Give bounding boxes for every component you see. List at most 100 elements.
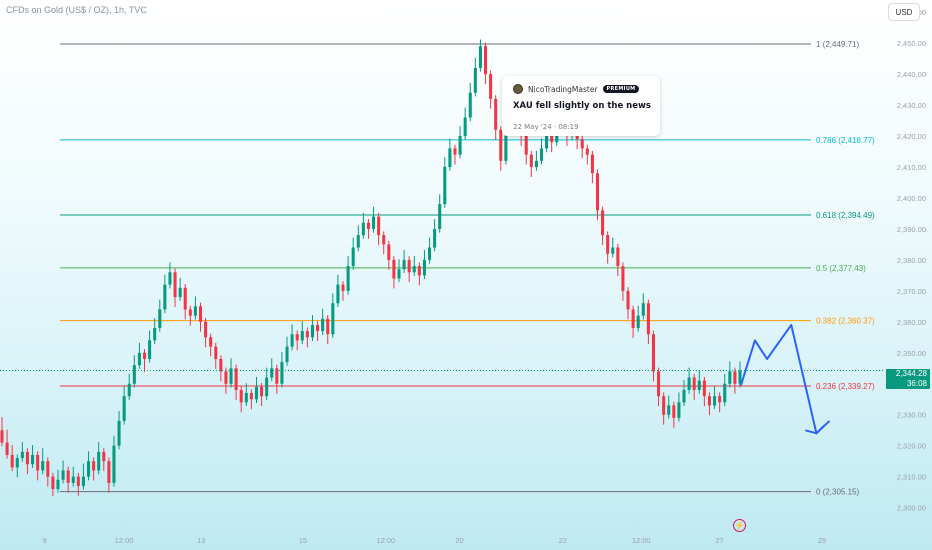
idea-card[interactable]: NicoTradingMaster PREMIUM XAU fell sligh… [502,76,660,136]
candle-body [204,321,208,338]
fib-level-label: 0 (2,305.15) [816,488,859,497]
price-axis[interactable]: 2,460.002,450.002,440.002,430.002,420.00… [897,8,926,512]
candle-body [153,328,157,341]
candle-body [662,396,666,415]
candle-body [36,454,40,471]
x-tick-label: 29 [818,536,826,545]
candle-body [723,383,727,403]
candle-body [677,402,681,418]
candle-body [224,371,228,384]
candle-body [463,117,467,137]
time-axis[interactable]: 9 12:00 13 15 12:00 20 22 12:00 27 29 [43,536,827,545]
candle-body [76,476,80,486]
candle-body [254,386,259,400]
candle-body [580,139,584,149]
candle-body [407,259,411,273]
candle-body [636,315,640,329]
candle-body [341,284,345,291]
candle-body [707,396,711,406]
y-tick-label: 2,380.00 [897,256,926,265]
candle-body [550,136,554,143]
candle-body [397,269,401,279]
candle-body [158,309,162,329]
candle-body [346,266,350,291]
candlestick-series [0,39,742,496]
x-tick-label: 22 [559,536,567,545]
y-tick-label: 2,360.00 [897,318,926,327]
candle-body [631,309,635,329]
candle-body [417,266,421,276]
candle-body [188,309,192,316]
candle-body [61,470,65,480]
x-tick-label: 12:00 [376,536,395,545]
fibonacci-retracement: 1 (2,449.71) 0.786 (2,418.77) 0.618 (2,394… [60,40,875,497]
candle-body [657,371,661,397]
candle-body [606,235,610,254]
fib-level-label: 1 (2,449.71) [816,40,859,49]
candle-body [697,380,701,390]
candle-body [244,393,248,403]
candle-body [443,167,447,205]
candle-body [0,430,4,443]
candle-body [504,123,508,161]
candle-body [15,458,19,468]
candle-body [524,136,528,155]
candle-body [738,370,742,384]
currency-button[interactable]: USD [888,3,920,21]
candle-body [20,451,24,459]
candle-body [651,334,656,372]
candle-body [219,358,223,372]
x-tick-label: 12:00 [632,536,651,545]
candle-body [545,136,549,149]
candle-body [214,346,218,359]
candle-body [137,352,141,366]
candle-body [611,247,615,254]
candle-body [402,259,406,270]
candle-body [198,306,203,322]
candle-body [728,371,732,384]
candle-body [41,461,45,471]
candle-body [453,148,457,155]
candle-body [234,368,238,390]
lightning-icon[interactable]: ⚡ [733,519,746,532]
bar-countdown: 36:08 [906,379,927,388]
author-avatar [513,84,523,94]
candle-body [733,371,737,384]
y-tick-label: 2,310.00 [897,473,926,482]
candle-body [351,247,355,267]
candle-body [270,368,274,378]
candle-body [392,259,396,279]
candle-body [163,284,167,310]
candle-body [46,461,50,477]
candle-body [102,451,106,462]
candle-body [555,129,559,143]
candle-body [483,46,488,75]
candle-body [97,451,101,471]
candle-body [428,247,432,260]
last-price-badge: 2,344.28 36:08 [886,369,930,389]
candle-body [122,396,126,421]
y-tick-label: 2,420.00 [897,132,926,141]
fib-level-label: 0.382 (2,360.37) [816,317,875,326]
fib-level-label: 0.786 (2,418.77) [816,136,875,145]
candle-body [499,129,503,161]
candle-body [718,396,722,403]
candle-body [382,235,386,245]
candle-body [590,154,594,174]
candle-body [713,396,717,406]
idea-headline[interactable]: XAU fell slightly on the news [513,101,651,111]
author-name[interactable]: NicoTradingMaster [528,84,598,94]
candle-body [148,340,152,359]
candle-body [31,454,35,465]
candle-body [448,148,452,168]
candle-body [229,368,233,384]
candle-body [265,377,269,397]
x-tick-label: 9 [43,536,47,545]
candle-body [321,318,325,332]
candle-body [626,290,630,310]
candle-body [290,334,294,347]
x-tick-label: 13 [197,536,205,545]
y-tick-label: 2,370.00 [897,287,926,296]
x-tick-label: 12:00 [115,536,134,545]
